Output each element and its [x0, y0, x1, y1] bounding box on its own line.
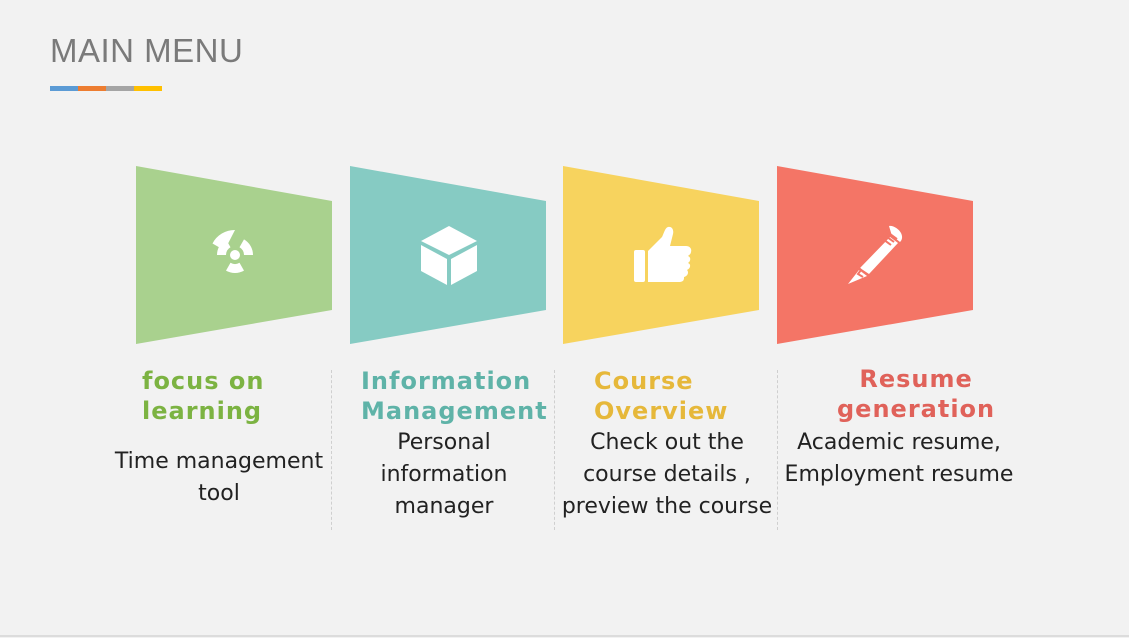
description-line: Employment resume — [784, 462, 1014, 487]
description-line: manager — [394, 494, 494, 519]
description-line: tool — [198, 481, 240, 506]
radiation-target-icon — [212, 229, 253, 274]
menu-card-resume-generation[interactable] — [777, 166, 974, 344]
underline-segment-orange — [78, 86, 106, 91]
description-line: Time management — [114, 449, 324, 474]
column-divider — [331, 370, 332, 530]
menu-title-line: Overview — [594, 397, 729, 425]
menu-title-line: learning — [142, 397, 263, 425]
bottom-border — [0, 635, 1129, 637]
menu-title-line: focus on — [142, 367, 265, 395]
menu-title-line: Management — [361, 397, 548, 425]
menu-description-course-overview: Check out the course details , preview t… — [556, 427, 778, 523]
menu-title-focus-on-learning[interactable]: focus on learning — [142, 366, 264, 426]
underline-segment-gray — [106, 86, 134, 91]
description-line: Academic resume, — [797, 430, 1001, 455]
menu-description-information-management: Personal information manager — [344, 427, 544, 523]
description-line: Personal — [397, 430, 491, 455]
cube-icon — [421, 226, 477, 285]
menu-description-focus-on-learning: Time management tool — [108, 446, 330, 510]
description-line: information — [380, 462, 508, 487]
underline-segment-yellow — [134, 86, 162, 91]
menu-title-line: Course — [594, 367, 694, 395]
menu-card-information-management[interactable] — [350, 166, 547, 344]
column-divider — [554, 370, 555, 530]
menu-title-resume-generation[interactable]: Resume generation — [837, 364, 995, 424]
menu-title-information-management[interactable]: Information Management — [361, 366, 548, 426]
menu-card-focus-on-learning[interactable] — [136, 166, 333, 344]
menu-title-line: Resume — [859, 365, 973, 393]
description-line: course details , — [583, 462, 751, 487]
menu-description-resume-generation: Academic resume, Employment resume — [780, 427, 1018, 491]
title-underline — [50, 86, 162, 91]
menu-title-course-overview[interactable]: Course Overview — [594, 366, 728, 426]
card-shape — [350, 166, 546, 344]
underline-segment-blue — [50, 86, 78, 91]
column-divider — [777, 370, 778, 530]
menu-card-course-overview[interactable] — [563, 166, 760, 344]
thumbs-up-icon — [634, 226, 692, 282]
menu-title-line: Information — [361, 367, 532, 395]
page-title: MAIN MENU — [50, 32, 244, 69]
menu-title-line: generation — [837, 395, 996, 423]
pencil-icon — [848, 225, 903, 284]
description-line: preview the course — [561, 494, 773, 519]
description-line: Check out the — [590, 430, 744, 455]
